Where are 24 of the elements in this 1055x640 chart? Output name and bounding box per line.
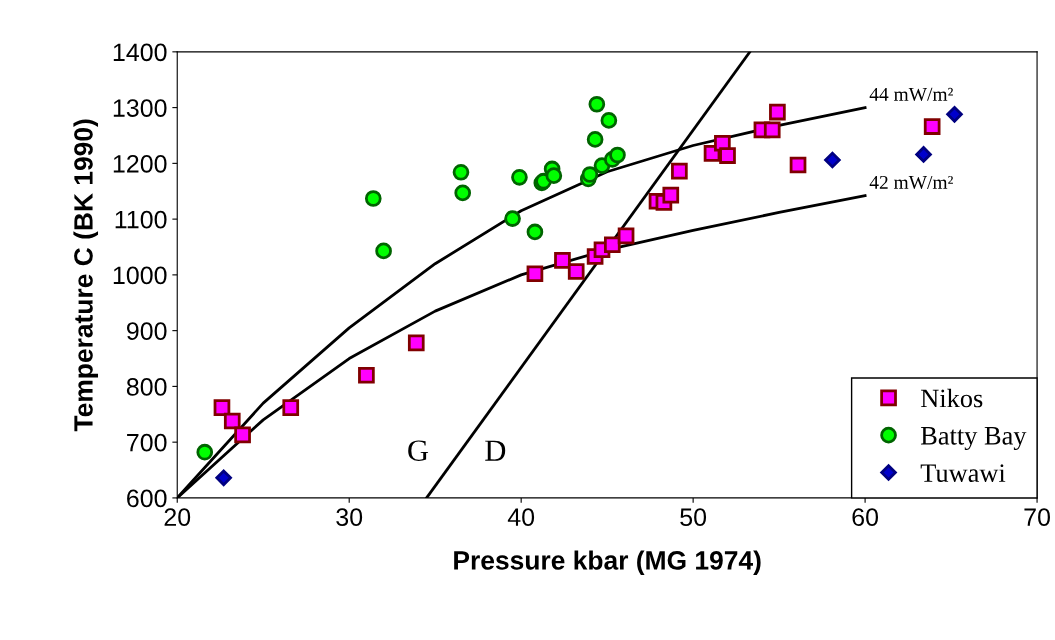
x-axis-title: Pressure kbar (MG 1974) <box>454 550 761 575</box>
x-tick-label: 40 <box>507 508 535 527</box>
x-tick-label: 50 <box>680 508 707 527</box>
y-tick-label: 900 <box>126 322 167 340</box>
x-tick-label: 30 <box>336 508 363 527</box>
y-tick-label: 800 <box>126 378 167 396</box>
series-label: 44 mW/m² <box>869 87 953 101</box>
y-tick-label: 600 <box>127 489 167 508</box>
y-tick-label: 1400 <box>113 43 167 62</box>
y-tick-label: 1000 <box>113 266 167 285</box>
x-tick-label: 60 <box>852 508 879 527</box>
x-tick-label: 70 <box>1024 508 1050 527</box>
y-tick-label: 700 <box>127 433 167 452</box>
legend-label: Batty Bay <box>920 427 1027 451</box>
x-tick-label: 20 <box>164 508 191 527</box>
y-tick-label: 1100 <box>115 210 167 229</box>
y-tick-label: 1200 <box>113 154 167 173</box>
legend-label: Tuwawi <box>920 464 1006 482</box>
annotation: G <box>408 440 429 461</box>
y-axis-title: Temperature C (BK 1990) <box>73 119 99 432</box>
annotation: D <box>485 440 506 461</box>
y-tick-label: 1300 <box>113 99 167 117</box>
legend-label: Nikos <box>920 388 983 408</box>
series-label: 42 mW/m² <box>869 175 953 190</box>
